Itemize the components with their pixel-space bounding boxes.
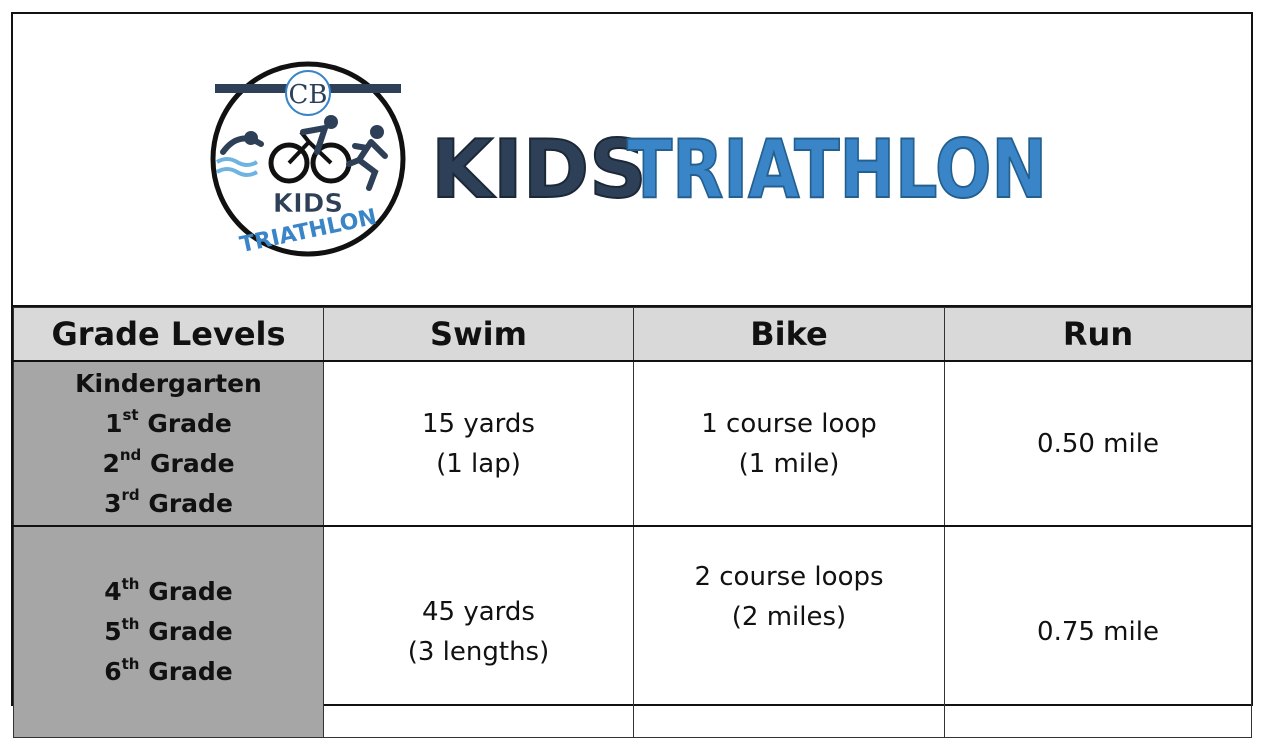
grade-list: 4th Grade 5th Grade 6th Grade: [13, 525, 324, 738]
banner-word-kids: KIDS: [431, 123, 647, 216]
run-distance: 0.50 mile: [944, 360, 1252, 527]
banner-title-svg: KIDS TRIATHLON: [430, 122, 1048, 217]
grade-item: 6th Grade: [104, 654, 233, 686]
grade-item: 4th Grade: [104, 574, 233, 606]
run-distance: 0.75 mile: [944, 525, 1252, 738]
triathlon-logo: CB: [209, 60, 407, 258]
banner-title: KIDS TRIATHLON: [430, 109, 1051, 219]
grade-item: 2nd Grade: [102, 446, 235, 478]
grade-item: 5th Grade: [104, 614, 233, 646]
grade-item: Kindergarten: [75, 368, 262, 398]
swim-distance: 45 yards (3 lengths): [323, 525, 634, 738]
flyer-frame: CB: [11, 12, 1253, 738]
header-bike: Bike: [633, 307, 945, 362]
grade-item: 1st Grade: [105, 406, 232, 438]
header-banner: CB: [13, 14, 1251, 307]
grade-list: Kindergarten 1st Grade 2nd Grade 3rd Gra…: [13, 360, 324, 527]
logo-badge-icon: CB: [210, 61, 406, 258]
banner-word-triathlon: TRIATHLON: [627, 123, 1047, 216]
bike-distance: 2 course loops (2 miles): [633, 525, 945, 738]
table-row: 4th Grade 5th Grade 6th Grade 45 yards (…: [13, 525, 1252, 738]
logo-text-kids: KIDS: [273, 189, 343, 219]
logo-monogram: CB: [289, 80, 328, 110]
runner-icon: [346, 125, 388, 191]
grade-item: 3rd Grade: [104, 486, 233, 518]
header-grade-levels: Grade Levels: [13, 307, 324, 362]
table-header-row: Grade Levels Swim Bike Run: [13, 307, 1252, 362]
header-run: Run: [944, 307, 1252, 362]
header-swim: Swim: [323, 307, 634, 362]
swimmer-icon: [215, 131, 264, 177]
table-row: Kindergarten 1st Grade 2nd Grade 3rd Gra…: [13, 360, 1252, 527]
bike-distance: 1 course loop (1 mile): [633, 360, 945, 527]
swim-distance: 15 yards (1 lap): [323, 360, 634, 527]
distance-table: Grade Levels Swim Bike Run Kindergarten …: [13, 307, 1252, 738]
